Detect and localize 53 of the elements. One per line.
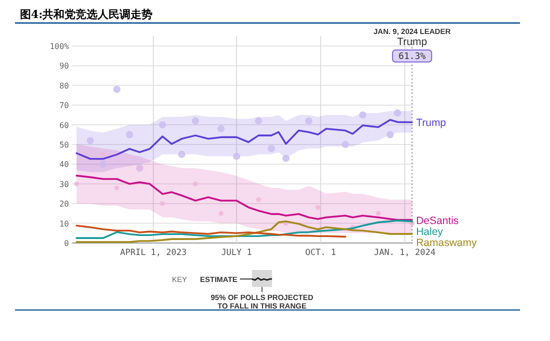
y-tick-label: 30 — [59, 180, 70, 189]
series-label: DeSantis — [416, 214, 459, 227]
point — [217, 125, 225, 132]
point — [359, 111, 366, 119]
point — [305, 117, 312, 124]
point — [376, 211, 381, 216]
x-tick-label: JULY 1 — [221, 248, 252, 258]
x-tick-label: OCT. 1 — [305, 248, 336, 258]
point — [99, 160, 107, 168]
line-series — [76, 118, 413, 160]
point — [192, 117, 200, 124]
y-tick-label: 50 — [59, 140, 70, 150]
x-tick-label: APRIL 1, 2023 — [120, 248, 187, 258]
series-label: Haley — [416, 226, 444, 238]
line-series — [76, 224, 346, 238]
point — [386, 131, 394, 138]
point — [316, 205, 320, 210]
y-tick-label: 20 — [59, 200, 70, 209]
point — [232, 152, 240, 160]
y-tick-label: 70 — [59, 101, 70, 110]
point — [100, 152, 106, 157]
point — [178, 150, 186, 158]
point — [86, 136, 94, 144]
point — [74, 182, 79, 186]
point — [342, 140, 349, 148]
y-tick-label: 100% — [50, 42, 70, 51]
point — [160, 201, 165, 206]
point — [126, 131, 134, 138]
y-tick-label: 80 — [59, 81, 70, 90]
x-tick-label: JAN. 1, 2024 — [374, 248, 436, 258]
line-series — [76, 174, 413, 221]
chart-title: 图4:共和党竞选人民调走势 — [20, 8, 153, 21]
point — [158, 121, 166, 128]
line-series — [76, 220, 413, 243]
point — [268, 144, 275, 152]
series-label: Ramaswamy — [416, 236, 478, 249]
y-tick-label: 60 — [59, 120, 70, 130]
y-tick-label: 10 — [59, 219, 70, 228]
y-tick-label: 90 — [59, 62, 70, 71]
y-tick-label: 40 — [59, 160, 70, 170]
point — [256, 197, 261, 202]
series-label: Trump — [416, 117, 446, 130]
annotation: 61.3% — [398, 52, 426, 62]
point — [394, 109, 402, 117]
point — [218, 211, 224, 216]
line-series — [76, 220, 413, 239]
y-tick-label: 0 — [64, 239, 70, 248]
point — [254, 117, 262, 124]
point — [113, 86, 120, 93]
point — [114, 185, 120, 190]
annotation: Trump — [397, 36, 428, 48]
point — [282, 154, 290, 162]
point — [193, 182, 198, 186]
